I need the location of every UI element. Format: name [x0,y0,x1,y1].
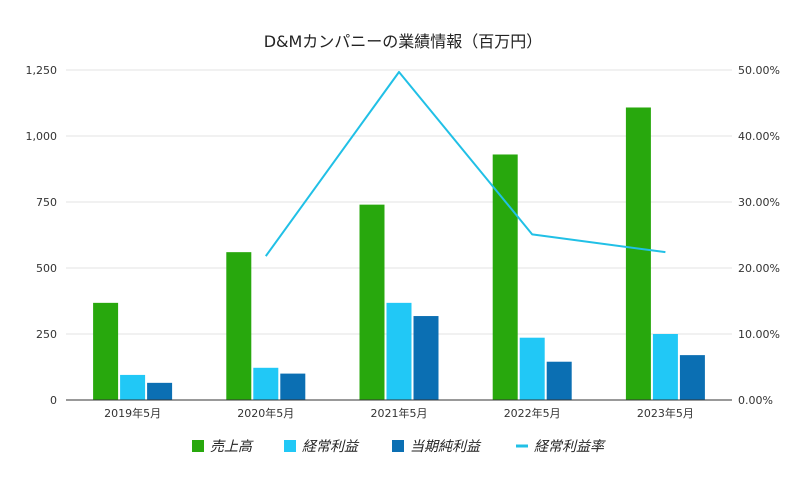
chart-title: D&Mカンパニーの業績情報（百万円） [264,32,543,51]
legend-label: 経常利益率 [534,439,606,455]
bar [625,107,651,400]
legend-label: 当期純利益 [410,439,482,455]
bar [253,367,279,400]
grid-layer [66,69,732,335]
left-axis: 0 250 500 750 1,000 1,250 [26,64,58,407]
left-tick-label: 1,250 [26,64,58,77]
x-tick-label: 2021年5月 [371,406,428,420]
right-tick-label: 10.00% [738,328,780,341]
bar [492,154,518,400]
bar [519,337,545,400]
right-tick-label: 50.00% [738,64,780,77]
bar [546,361,572,400]
x-axis: 2019年5月 2020年5月 2021年5月 2022年5月 2023年5月 [66,399,732,420]
left-tick-label: 250 [36,328,57,341]
bar [386,302,412,400]
bar [413,316,439,400]
bars-layer [93,107,705,400]
bar [120,374,146,400]
left-tick-label: 1,000 [26,130,58,143]
x-tick-label: 2020年5月 [237,406,294,420]
legend-label: 売上高 [210,439,254,455]
bar [652,334,678,400]
left-tick-label: 500 [36,262,57,275]
left-tick-label: 750 [36,196,57,209]
bar [226,252,252,400]
bar [679,355,705,400]
legend: 売上高 経常利益 当期純利益 経常利益率 [192,439,606,455]
right-tick-label: 20.00% [738,262,780,275]
left-tick-label: 0 [50,394,57,407]
right-tick-label: 30.00% [738,196,780,209]
right-tick-label: 40.00% [738,130,780,143]
bar [359,204,385,400]
right-axis: 0.00% 10.00% 20.00% 30.00% 40.00% 50.00% [738,64,780,407]
x-tick-label: 2022年5月 [504,406,561,420]
right-tick-label: 0.00% [738,394,773,407]
x-tick-label: 2019年5月 [104,406,161,420]
series-line [264,70,666,257]
x-tick-label: 2023年5月 [637,406,694,420]
line-layer [264,70,666,257]
bar [280,373,306,400]
legend-swatch [392,440,404,452]
bar [147,382,173,400]
legend-swatch [284,440,296,452]
bar [93,302,119,400]
legend-label: 経常利益 [302,439,360,455]
legend-swatch [192,440,204,452]
